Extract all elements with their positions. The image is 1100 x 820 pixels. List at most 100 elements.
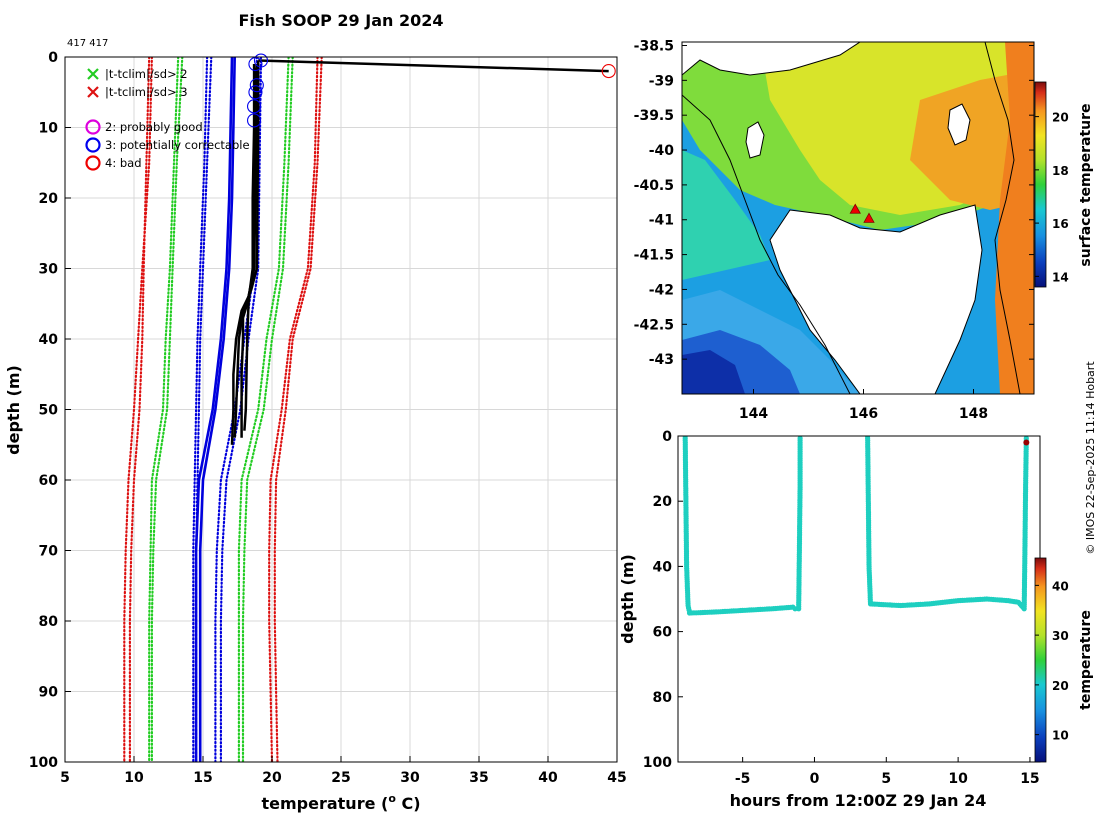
profile-flag-circle	[247, 99, 262, 114]
track-y-tick-label: 0	[662, 429, 672, 445]
map-station-triangle	[849, 203, 861, 214]
map-colorbar	[1034, 81, 1047, 288]
track-x-tick-label: 5	[881, 771, 891, 787]
profile-y-tick-label: 40	[39, 332, 59, 348]
map-y-tick-label: -39.5	[634, 108, 674, 124]
profile-legend: |t-tclim|/sd> 2 |t-tclim|/sd> 3 2: proba…	[85, 67, 250, 171]
track-y-tick-label: 100	[643, 755, 672, 771]
track-y-tick-label: 20	[653, 494, 673, 510]
profile-x-tick-label: 20	[262, 770, 282, 786]
legend-circle-magenta-icon	[85, 119, 101, 135]
map-y-tick-label: -38.5	[634, 38, 674, 54]
map-y-tick-label: -43	[649, 352, 674, 368]
map-east-coast-strip	[995, 42, 1034, 394]
legend-circle-blue-icon	[85, 137, 101, 153]
profile-series-line	[194, 57, 234, 762]
map-sst-field	[682, 42, 1034, 394]
track-colorbar-tick-label: 30	[1052, 629, 1069, 643]
profile-y-tick-label: 60	[39, 473, 59, 489]
track-x-ticks: -5 0 5 10 15	[735, 757, 1040, 787]
map-x-tick-label: 144	[739, 406, 768, 422]
map-colorbar-tick-label: 14	[1052, 270, 1069, 284]
map-darkest-blue-zone	[682, 350, 745, 394]
track-x-tick-label: 15	[1020, 771, 1039, 787]
profile-x-tick-label: 5	[60, 770, 70, 786]
legend-x-red-icon	[87, 86, 99, 98]
track-x-axis-label: hours from 12:00Z 29 Jan 24	[730, 791, 987, 810]
profile-x-tick-label: 30	[400, 770, 420, 786]
map-station-markers	[849, 203, 875, 223]
map-mainland-land	[682, 42, 861, 76]
track-point-layer	[682, 436, 1030, 616]
profile-series-line	[243, 64, 256, 431]
profile-y-tick-label: 30	[39, 262, 59, 278]
track-y-axis-label: depth (m)	[618, 554, 637, 644]
profile-corner-label: 417 417	[67, 38, 108, 49]
track-y-tick-label: 40	[653, 559, 673, 575]
legend-entry-sd2: |t-tclim|/sd> 2	[87, 67, 188, 81]
profile-y-tick-label: 80	[39, 614, 59, 630]
track-x-tick-label: -5	[735, 771, 751, 787]
legend-label-sd2: |t-tclim|/sd> 2	[105, 67, 188, 81]
profile-y-tick-label: 0	[48, 50, 58, 66]
profile-x-label-sup: o	[388, 792, 396, 805]
profile-x-label-end: C)	[396, 794, 421, 813]
map-y-tick-label: -42.5	[634, 317, 674, 333]
map-x-tick-label: 148	[959, 406, 988, 422]
legend-x-green-icon	[87, 68, 99, 80]
track-point	[797, 436, 803, 441]
profile-series-line	[192, 57, 209, 762]
profile-series-line	[241, 57, 294, 762]
profile-y-tick-label: 90	[39, 685, 59, 701]
profile-y-tick-label: 50	[39, 403, 59, 419]
track-bad-point	[1023, 439, 1030, 446]
track-colorbar-tick-label: 20	[1052, 679, 1069, 693]
map-tasmania-land	[769, 204, 983, 394]
track-x-tick-label: 10	[948, 771, 968, 787]
legend-circle-red-icon	[85, 155, 101, 171]
map-y-tick-label: -41.5	[634, 248, 674, 264]
legend-entry-flag4: 4: bad	[85, 155, 142, 171]
profile-x-tick-label: 15	[193, 770, 212, 786]
map-y-tick-label: -40.5	[634, 178, 674, 194]
profile-flag-circle	[601, 64, 616, 79]
profile-y-tick-label: 10	[39, 121, 59, 137]
track-colorbar-label: temperature	[1078, 610, 1094, 710]
track-y-tick-label: 80	[653, 690, 673, 706]
track-point	[1023, 436, 1029, 441]
profile-x-axis-label: temperature (o C)	[261, 792, 420, 813]
map-y-tick-label: -39	[649, 73, 674, 89]
profile-series-line	[198, 57, 236, 762]
map-x-ticks: 144 146 148	[739, 389, 988, 422]
profile-x-tick-label: 45	[607, 770, 626, 786]
profile-title: Fish SOOP 29 Jan 2024	[239, 11, 444, 30]
map-king-island	[745, 121, 765, 159]
legend-label-flag2: 2: probably good	[105, 120, 203, 134]
profile-grid	[65, 57, 617, 762]
legend-entry-flag2: 2: probably good	[85, 119, 203, 135]
map-colorbar-tick-label: 18	[1052, 164, 1069, 178]
profile-y-tick-label: 20	[39, 191, 59, 207]
profile-series-line	[268, 57, 319, 762]
profile-x-tick-label: 10	[124, 770, 144, 786]
profile-flag-circle	[249, 78, 264, 93]
legend-entry-flag3: 3: potentially correctable	[85, 137, 250, 153]
profile-panel: Fish SOOP 29 Jan 2024 417 417 5 10 15 20 25 3…	[4, 11, 627, 813]
profile-flag-circle	[247, 113, 262, 128]
profile-x-tick-label: 40	[538, 770, 558, 786]
profile-series-line	[128, 57, 151, 762]
map-colorbar-label: surface temperature	[1078, 103, 1094, 266]
map-station-triangle	[863, 212, 875, 223]
track-y-tick-label: 60	[653, 625, 673, 641]
map-colorbar-tick-label: 20	[1052, 111, 1069, 125]
profile-x-tick-label: 25	[331, 770, 350, 786]
track-colorbar	[1034, 557, 1047, 763]
map-shelf-contour-west	[682, 94, 851, 394]
profile-series-line	[230, 63, 259, 445]
legend-label-sd3: |t-tclim|/sd> 3	[105, 85, 188, 99]
imos-credit-text: © IMOS 22-Sep-2025 11:14 Hobart	[1084, 361, 1097, 555]
profile-flag-markers	[247, 53, 616, 128]
map-y-tick-label: -42	[649, 282, 674, 298]
profile-series-line	[148, 57, 180, 762]
